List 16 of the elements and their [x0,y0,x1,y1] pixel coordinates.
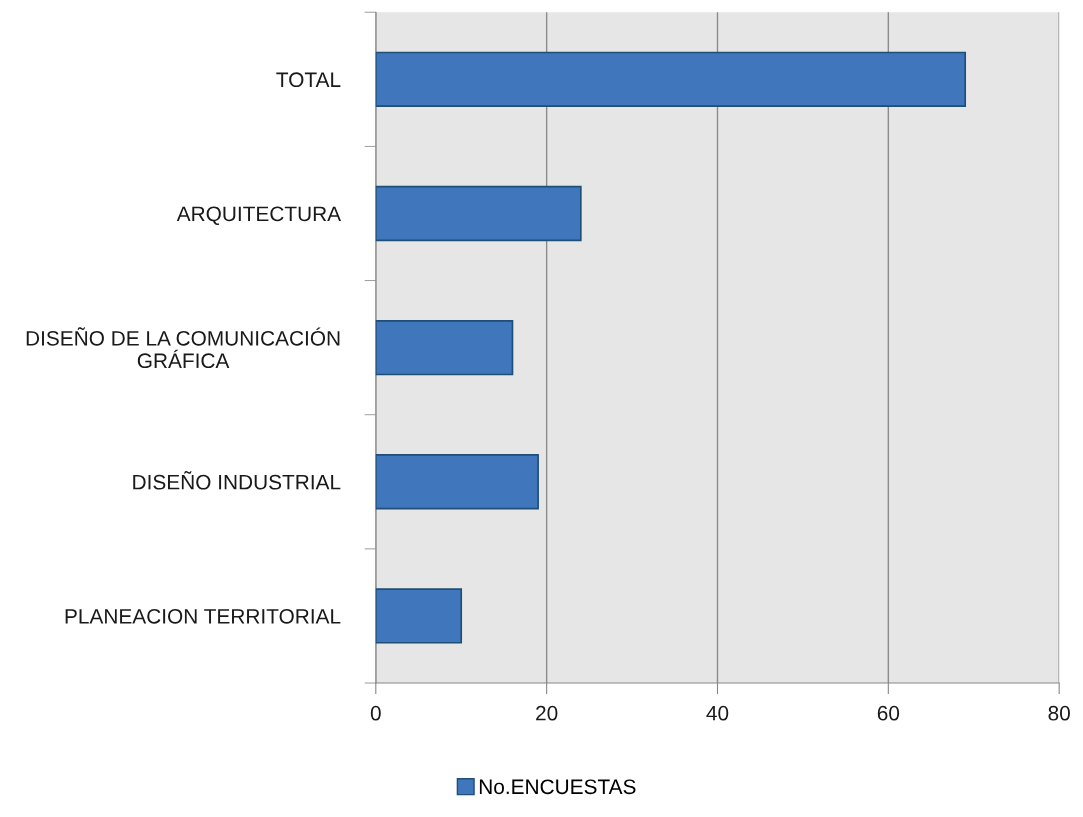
bar [375,319,514,376]
bar [375,454,539,510]
bar [375,588,463,644]
x-tick-label: 0 [370,705,381,721]
bar [375,185,582,242]
x-tick-label: 80 [1048,705,1070,721]
y-tick-label: ARQUITECTURA [176,206,342,225]
x-tick-label: 40 [706,705,729,721]
x-tick-label: 20 [536,705,558,721]
y-tick-label: TOTAL [276,72,341,88]
y-tick-label: DISEÑO INDUSTRIAL [133,471,341,490]
y-tick-label: DISEÑO DE LA COMUNICACIÓN GRÁFICA [26,327,340,369]
x-tick-label: 60 [877,705,900,721]
legend-label: No.ENCUESTAS [479,779,636,795]
y-tick-label: PLANEACION TERRITORIAL [65,608,341,624]
bar [375,51,967,107]
